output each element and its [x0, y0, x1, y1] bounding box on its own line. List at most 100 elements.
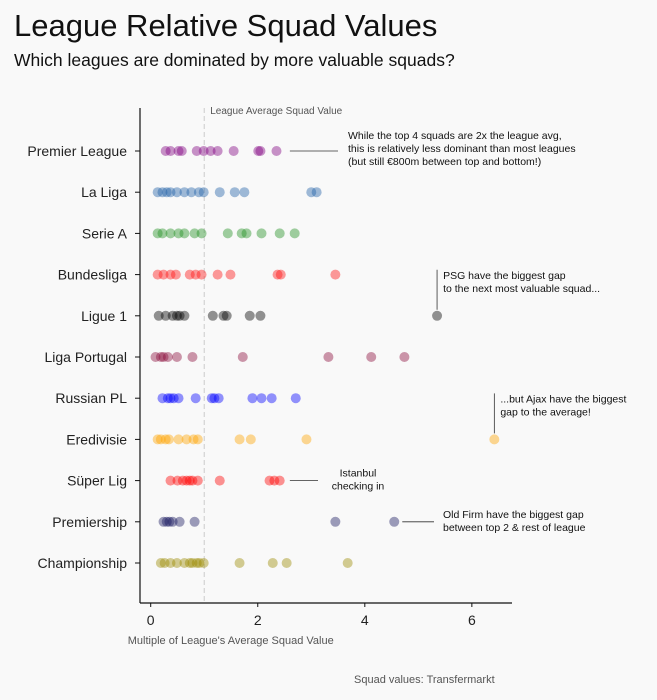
reference-line-label: League Average Squad Value [210, 106, 342, 117]
point-serie-a [222, 228, 233, 239]
point-championship [171, 558, 182, 568]
point-russian-pl [190, 393, 201, 404]
point-premier-league [160, 146, 171, 156]
point-s-per-lig [264, 475, 275, 486]
y-tick-label: Championship [38, 555, 128, 571]
point-championship [191, 558, 202, 568]
point-russian-pl [209, 393, 220, 404]
point-liga-portugal [323, 352, 334, 362]
point-liga-portugal [187, 352, 198, 362]
point-russian-pl [206, 393, 217, 404]
point-s-per-lig [192, 475, 203, 486]
point-premier-league [212, 146, 223, 156]
annotation-text: ...but Ajax have the biggest [500, 393, 626, 405]
point-liga-portugal [237, 352, 248, 362]
y-tick-label: La Liga [81, 184, 127, 200]
point-serie-a [165, 228, 176, 239]
point-serie-a [289, 228, 300, 239]
point-premier-league [191, 146, 202, 156]
y-tick-label: Liga Portugal [44, 349, 127, 365]
point-championship [267, 558, 278, 568]
annotation-text: gap to the average! [500, 406, 590, 418]
point-eredivisie [192, 434, 203, 445]
point-championship [165, 558, 176, 568]
point-premier-league [253, 146, 264, 156]
point-s-per-lig [172, 475, 183, 486]
point-ligue- [171, 310, 182, 321]
point-bundesliga [330, 269, 341, 280]
point-la-liga [198, 187, 209, 198]
y-tick-label: Süper Lig [67, 473, 127, 489]
point-s-per-lig [187, 475, 198, 486]
point-bundesliga [196, 269, 207, 280]
point-la-liga [306, 187, 317, 198]
point-eredivisie [301, 434, 312, 445]
point-eredivisie [163, 434, 174, 445]
point-la-liga [214, 187, 225, 198]
point-premiership [158, 516, 169, 527]
annotation-text: While the top 4 squads are 2x the league… [348, 130, 562, 142]
point-serie-a [241, 228, 252, 239]
point-premier-league [255, 146, 266, 156]
point-russian-pl [266, 393, 277, 404]
point-premiership [161, 516, 172, 527]
point-championship [155, 558, 166, 568]
x-tick-label: 6 [468, 612, 476, 628]
point-russian-pl [247, 393, 258, 404]
point-russian-pl [256, 393, 267, 404]
point-ligue- [221, 310, 232, 321]
point-eredivisie [188, 434, 199, 445]
point-la-liga [229, 187, 240, 198]
point-s-per-lig [165, 475, 176, 486]
point-championship [179, 558, 190, 568]
point-liga-portugal [158, 352, 169, 362]
point-liga-portugal [150, 352, 161, 362]
point-premier-league [176, 146, 187, 156]
annotation-text: this is relatively less dominant than mo… [348, 143, 576, 155]
x-tick-label: 0 [147, 612, 155, 628]
y-tick-label: Serie A [82, 225, 128, 241]
point-ligue- [153, 310, 164, 321]
chart-title: League Relative Squad Values [14, 8, 438, 43]
chart-subtitle: Which leagues are dominated by more valu… [14, 50, 455, 70]
point-serie-a [189, 228, 200, 239]
point-liga-portugal [366, 352, 377, 362]
point-ligue- [255, 310, 266, 321]
point-serie-a [196, 228, 207, 239]
point-championship [187, 558, 198, 568]
point-bundesliga [170, 269, 181, 280]
point-eredivisie [173, 434, 184, 445]
source-note: Squad values: Transfermarkt [354, 674, 495, 686]
annotation-text: Istanbul [340, 468, 377, 480]
y-tick-label: Premier League [27, 143, 127, 159]
point-eredivisie [234, 434, 245, 445]
point-liga-portugal [155, 352, 166, 362]
point-la-liga [311, 187, 322, 198]
point-liga-portugal [171, 352, 182, 362]
point-la-liga [186, 187, 197, 198]
point-s-per-lig [214, 475, 225, 486]
point-premier-league [271, 146, 282, 156]
annotation-text: (but still €800m between top and bottom!… [348, 156, 541, 168]
x-axis-label: Multiple of League's Average Squad Value [128, 635, 334, 647]
x-tick-label: 4 [361, 612, 369, 628]
point-ligue- [174, 310, 185, 321]
point-championship [198, 558, 209, 568]
point-s-per-lig [269, 475, 280, 486]
annotation-text: checking in [332, 481, 385, 493]
point-championship [234, 558, 245, 568]
point-serie-a [236, 228, 247, 239]
point-championship [342, 558, 353, 568]
point-bundesliga [152, 269, 163, 280]
point-serie-a [274, 228, 285, 239]
point-championship [159, 558, 170, 568]
point-serie-a [179, 228, 190, 239]
point-la-liga [171, 187, 182, 198]
point-ligue- [160, 310, 171, 321]
point-premier-league [198, 146, 209, 156]
point-premiership [174, 516, 185, 527]
point-premier-league [173, 146, 184, 156]
point-russian-pl [168, 393, 179, 404]
